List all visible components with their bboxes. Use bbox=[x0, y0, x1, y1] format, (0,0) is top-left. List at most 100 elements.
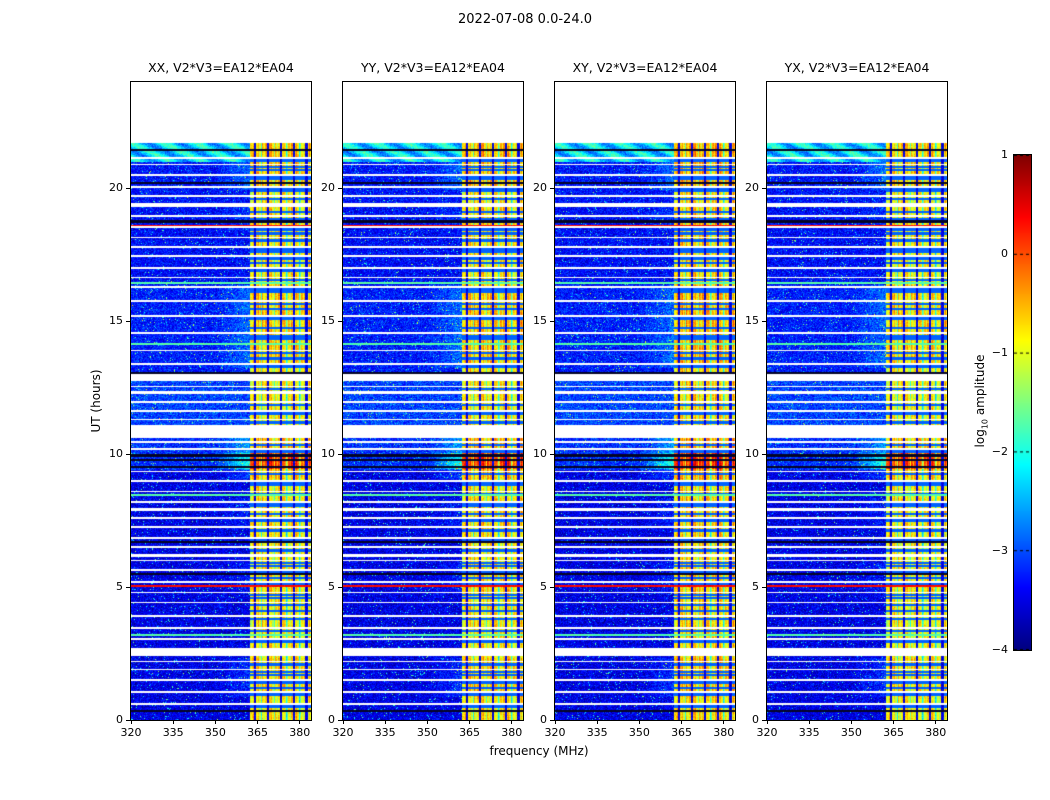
y-tick-mark bbox=[338, 187, 342, 189]
y-tick-label: 10 bbox=[109, 447, 123, 461]
y-tick-mark bbox=[338, 453, 342, 455]
x-tick-mark bbox=[554, 720, 556, 724]
y-tick-label: 20 bbox=[745, 181, 759, 195]
colorbar-tick-label: −1 bbox=[991, 346, 1008, 359]
y-tick-mark bbox=[126, 586, 130, 588]
x-tick-label: 350 bbox=[628, 726, 650, 739]
x-tick-mark bbox=[342, 720, 344, 724]
panel-title-yx: YX, V2*V3=EA12*EA04 bbox=[784, 60, 930, 75]
x-tick-mark bbox=[850, 720, 852, 724]
x-tick-label: 335 bbox=[162, 726, 184, 739]
colorbar-label-sub: 10 bbox=[980, 418, 990, 430]
y-tick-label: 15 bbox=[533, 314, 547, 328]
y-tick-mark bbox=[550, 719, 554, 721]
y-tick-mark bbox=[126, 320, 130, 322]
x-tick-label: 320 bbox=[544, 726, 566, 739]
figure-title: 2022-07-08 0.0-24.0 bbox=[458, 12, 592, 27]
y-tick-label: 5 bbox=[116, 580, 123, 594]
y-tick-mark bbox=[762, 187, 766, 189]
y-tick-label: 0 bbox=[116, 713, 123, 726]
spectrogram-panel-yy bbox=[342, 81, 524, 721]
x-tick-label: 365 bbox=[247, 726, 269, 739]
x-tick-label: 350 bbox=[840, 726, 862, 739]
x-tick-mark bbox=[426, 720, 428, 724]
y-tick-label: 20 bbox=[533, 181, 547, 195]
x-tick-label: 320 bbox=[332, 726, 354, 739]
colorbar-tick-label: 0 bbox=[1001, 247, 1008, 260]
x-tick-mark bbox=[257, 720, 259, 724]
y-tick-label: 10 bbox=[745, 447, 759, 461]
x-tick-mark bbox=[935, 720, 937, 724]
y-tick-label: 0 bbox=[752, 713, 759, 726]
y-tick-label: 5 bbox=[328, 580, 335, 594]
y-tick-label: 10 bbox=[321, 447, 335, 461]
spectrogram-panel-xy bbox=[554, 81, 736, 721]
x-tick-mark bbox=[511, 720, 513, 724]
colorbar-tick-label: −3 bbox=[991, 544, 1008, 557]
x-tick-label: 350 bbox=[416, 726, 438, 739]
y-tick-mark bbox=[550, 586, 554, 588]
spectrogram-canvas-yx bbox=[767, 82, 947, 720]
x-tick-mark bbox=[808, 720, 810, 724]
y-tick-label: 15 bbox=[321, 314, 335, 328]
y-tick-label: 5 bbox=[540, 580, 547, 594]
colorbar-canvas bbox=[1014, 155, 1031, 650]
x-tick-mark bbox=[172, 720, 174, 724]
y-tick-mark bbox=[338, 320, 342, 322]
y-tick-mark bbox=[126, 453, 130, 455]
y-tick-mark bbox=[762, 453, 766, 455]
x-tick-mark bbox=[214, 720, 216, 724]
x-tick-label: 350 bbox=[204, 726, 226, 739]
x-tick-label: 380 bbox=[501, 726, 523, 739]
colorbar-tick-label: −2 bbox=[991, 445, 1008, 458]
y-tick-label: 0 bbox=[328, 713, 335, 726]
y-tick-mark bbox=[126, 719, 130, 721]
y-tick-mark bbox=[550, 320, 554, 322]
y-tick-mark bbox=[338, 586, 342, 588]
colorbar-label-suffix: amplitude bbox=[973, 354, 987, 419]
x-tick-mark bbox=[596, 720, 598, 724]
panel-title-xy: XY, V2*V3=EA12*EA04 bbox=[572, 60, 718, 75]
x-tick-label: 320 bbox=[756, 726, 778, 739]
x-tick-label: 335 bbox=[798, 726, 820, 739]
colorbar bbox=[1013, 154, 1032, 651]
y-tick-mark bbox=[550, 453, 554, 455]
y-tick-label: 20 bbox=[109, 181, 123, 195]
y-tick-mark bbox=[762, 586, 766, 588]
x-tick-label: 380 bbox=[289, 726, 311, 739]
y-tick-mark bbox=[762, 320, 766, 322]
colorbar-tick-label: 1 bbox=[1001, 148, 1008, 161]
y-tick-mark bbox=[126, 187, 130, 189]
y-tick-label: 15 bbox=[109, 314, 123, 328]
x-tick-mark bbox=[893, 720, 895, 724]
colorbar-tick-label: −4 bbox=[991, 643, 1008, 656]
y-tick-label: 0 bbox=[540, 713, 547, 726]
x-tick-mark bbox=[469, 720, 471, 724]
spectrogram-panel-xx bbox=[130, 81, 312, 721]
panel-title-yy: YY, V2*V3=EA12*EA04 bbox=[361, 60, 505, 75]
x-tick-mark bbox=[130, 720, 132, 724]
x-tick-mark bbox=[638, 720, 640, 724]
spectrogram-canvas-xx bbox=[131, 82, 311, 720]
x-tick-label: 380 bbox=[925, 726, 947, 739]
x-tick-label: 335 bbox=[586, 726, 608, 739]
spectrogram-panel-yx bbox=[766, 81, 948, 721]
x-tick-mark bbox=[384, 720, 386, 724]
y-tick-label: 20 bbox=[321, 181, 335, 195]
x-tick-label: 335 bbox=[374, 726, 396, 739]
y-tick-mark bbox=[338, 719, 342, 721]
y-tick-label: 15 bbox=[745, 314, 759, 328]
x-tick-mark bbox=[723, 720, 725, 724]
y-tick-label: 5 bbox=[752, 580, 759, 594]
y-tick-label: 10 bbox=[533, 447, 547, 461]
x-tick-mark bbox=[681, 720, 683, 724]
x-tick-label: 365 bbox=[459, 726, 481, 739]
x-tick-label: 365 bbox=[671, 726, 693, 739]
x-tick-mark bbox=[299, 720, 301, 724]
spectrogram-canvas-yy bbox=[343, 82, 523, 720]
x-tick-label: 320 bbox=[120, 726, 142, 739]
x-tick-label: 365 bbox=[883, 726, 905, 739]
y-tick-mark bbox=[762, 719, 766, 721]
panel-title-xx: XX, V2*V3=EA12*EA04 bbox=[148, 60, 294, 75]
